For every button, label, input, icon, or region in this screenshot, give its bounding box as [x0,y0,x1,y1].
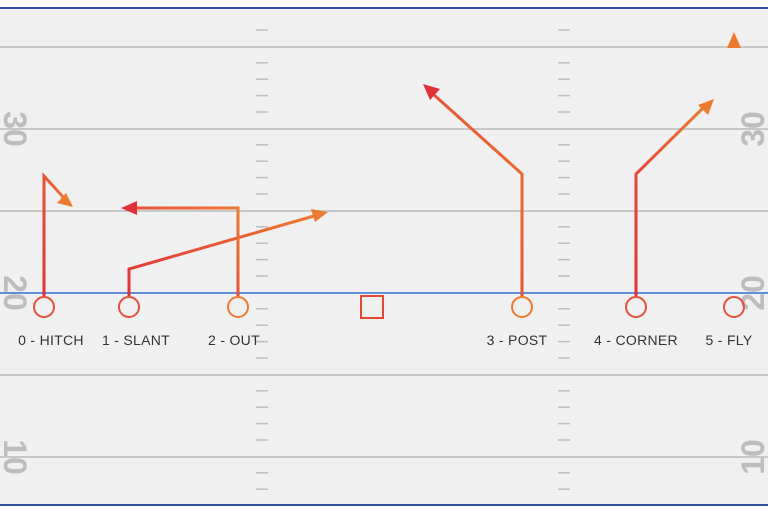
receiver-marker-2 [227,296,249,318]
route-2-out: 2 - OUT [121,201,260,348]
route-5-fly: 5 - FLY [706,32,753,348]
yard-number-30: 30 [0,111,33,147]
yard-number-20-right: 20 [735,275,768,311]
route-arrowhead [57,193,73,207]
route-arrowhead [121,201,137,215]
route-path [634,106,705,296]
route-path [127,214,315,296]
route-path [431,92,524,296]
receiver-marker-4 [625,296,647,318]
route-label-hitch: 0 - HITCH [18,332,84,348]
yard-number-20: 20 [0,275,33,311]
receiver-marker-0 [33,296,55,318]
route-label-slant: 1 - SLANT [102,332,170,348]
field-background [0,8,768,505]
route-label-out: 2 - OUT [208,332,260,348]
hash-marks [256,29,570,490]
route-arrowhead [698,99,714,115]
route-path [135,206,240,296]
yard-numbers-left: 30 20 10 [0,111,33,475]
yard-number-10-right: 10 [735,439,768,475]
yard-number-30-right: 30 [735,111,768,147]
receiver-marker-1 [118,296,140,318]
route-0-hitch: 0 - HITCH [18,172,84,348]
route-1-slant: 1 - SLANT [102,209,328,348]
route-arrowhead [311,209,328,222]
yard-numbers-right: 30 20 10 [735,111,768,475]
route-label-fly: 5 - FLY [706,332,753,348]
route-label-post: 3 - POST [487,332,548,348]
route-arrowhead [727,32,741,48]
center-square-icon [360,295,384,319]
receiver-marker-3 [511,296,533,318]
route-arrowhead [423,84,440,100]
route-path [42,172,66,296]
route-4-corner: 4 - CORNER [594,99,714,348]
route-3-post: 3 - POST [423,84,548,348]
receiver-marker-5 [723,296,745,318]
yard-number-10: 10 [0,439,33,475]
route-label-corner: 4 - CORNER [594,332,678,348]
